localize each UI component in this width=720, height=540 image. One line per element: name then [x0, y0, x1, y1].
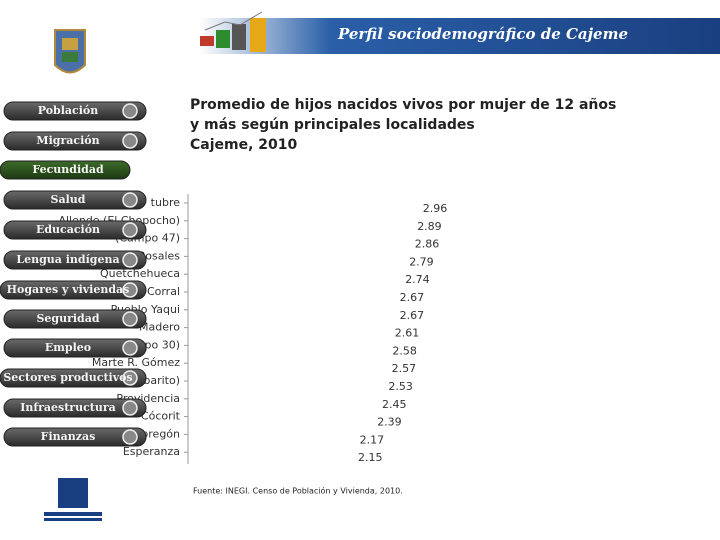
menu-button-icon — [122, 252, 138, 268]
header-icon — [200, 11, 266, 52]
menu-button-bg — [3, 398, 147, 418]
value-label: 2.45 — [382, 398, 407, 411]
value-label: 2.57 — [392, 362, 417, 375]
menu-button-bg — [3, 220, 147, 240]
menu-button[interactable]: Finanzas — [3, 427, 147, 447]
value-label: 2.61 — [395, 327, 420, 340]
menu-button-bg — [3, 190, 147, 210]
menu-button[interactable]: Hogares y viviendas — [0, 280, 147, 300]
menu-button-label: Salud — [51, 193, 86, 206]
menu-button-bg — [0, 160, 131, 180]
menu-button-icon — [122, 370, 138, 386]
bar — [189, 303, 402, 316]
value-label: 2.79 — [409, 255, 434, 268]
bar — [189, 339, 395, 352]
menu-button-label: Lengua indígena — [16, 253, 119, 266]
menu-button[interactable]: Lengua indígena — [3, 250, 147, 270]
value-label: 2.74 — [405, 273, 430, 286]
value-label: 2.17 — [360, 433, 385, 446]
chart-title: Promedio de hijos nacidos vivos por muje… — [190, 97, 616, 113]
menu-button[interactable]: Seguridad — [3, 309, 147, 329]
value-label: 2.67 — [400, 309, 425, 322]
menu-button-label: Población — [38, 104, 99, 117]
menu-button-bg — [3, 131, 147, 151]
value-label: 2.86 — [415, 238, 440, 251]
bar — [189, 375, 391, 387]
menu-button-icon — [122, 192, 138, 208]
menu-button[interactable]: Población — [3, 101, 147, 121]
category-label: Cócorit — [141, 410, 181, 423]
category-label: Esperanza — [123, 445, 180, 458]
value-label: 2.15 — [358, 451, 383, 464]
menu-button[interactable]: Salud — [3, 190, 147, 210]
menu-button[interactable]: Infraestructura — [3, 398, 147, 418]
menu-button-label: Hogares y viviendas — [7, 283, 130, 296]
bar — [189, 268, 408, 281]
chart-title: Cajeme, 2010 — [190, 137, 298, 153]
header-banner — [200, 18, 720, 54]
bar — [189, 428, 362, 441]
bar — [189, 197, 425, 209]
menu-button-icon — [122, 133, 138, 149]
menu-button-label: Educación — [36, 223, 100, 236]
menu-button-icon — [122, 103, 138, 119]
bar — [189, 410, 380, 423]
menu-button-label: Empleo — [45, 341, 91, 354]
bar — [189, 250, 412, 263]
menu-button-icon — [122, 340, 138, 356]
menu-button-label: Finanzas — [41, 430, 96, 443]
value-label: 2.58 — [392, 344, 417, 357]
bar — [189, 232, 417, 245]
menu-button-bg — [3, 338, 147, 358]
bar — [189, 446, 360, 459]
chart-title: y más según principales localidades — [190, 117, 475, 133]
category-label: Madero — [139, 321, 180, 334]
menu-button-bg — [3, 101, 147, 121]
menu-button-bg — [3, 309, 147, 329]
menu-button-icon — [122, 222, 138, 238]
menu-button[interactable]: Sectores productivos — [0, 368, 147, 388]
category-label: Quetchehueca — [100, 267, 180, 280]
value-label: 2.89 — [417, 220, 442, 233]
menu-button-label: Fecundidad — [32, 163, 104, 176]
bar — [189, 214, 420, 227]
menu-button-label: Infraestructura — [20, 401, 116, 414]
menu-button-label: Seguridad — [36, 312, 99, 325]
menu-button[interactable]: Migración — [3, 131, 147, 151]
menu-button[interactable]: Fecundidad — [0, 160, 131, 180]
value-label: 2.96 — [423, 202, 448, 215]
header-title: Perfil sociodemográfico de Cajeme — [337, 25, 628, 43]
menu-button-icon — [122, 282, 138, 298]
menu-button-label: Sectores productivos — [3, 371, 132, 384]
menu-button-icon — [122, 429, 138, 445]
value-label: 2.39 — [377, 416, 402, 429]
category-label: tubre — [151, 196, 181, 209]
category-label: Marte R. Gómez — [92, 356, 180, 369]
inegi-logo — [44, 478, 102, 521]
menu-button-bg — [3, 427, 147, 447]
bar — [189, 286, 402, 298]
menu-button-bg — [0, 368, 147, 388]
bar — [189, 357, 394, 370]
menu-button[interactable]: Educación — [3, 220, 147, 240]
source-note: Fuente: INEGI. Censo de Población y Vivi… — [193, 486, 403, 496]
menu-button-icon — [122, 311, 138, 327]
category-label: Corral — [147, 285, 180, 298]
menu-button-bg — [3, 250, 147, 270]
menu: Población Migración Fecundidad Salud Educaci… — [0, 101, 147, 447]
bar — [189, 321, 397, 334]
value-label: 2.67 — [400, 291, 425, 304]
coat-of-arms — [54, 29, 86, 74]
menu-button[interactable]: Empleo — [3, 338, 147, 358]
bar — [189, 392, 384, 405]
menu-button-bg — [0, 280, 147, 300]
menu-button-label: Migración — [36, 134, 99, 147]
menu-button-icon — [122, 400, 138, 416]
value-label: 2.53 — [388, 380, 413, 393]
category-label: Rosales — [138, 249, 180, 262]
